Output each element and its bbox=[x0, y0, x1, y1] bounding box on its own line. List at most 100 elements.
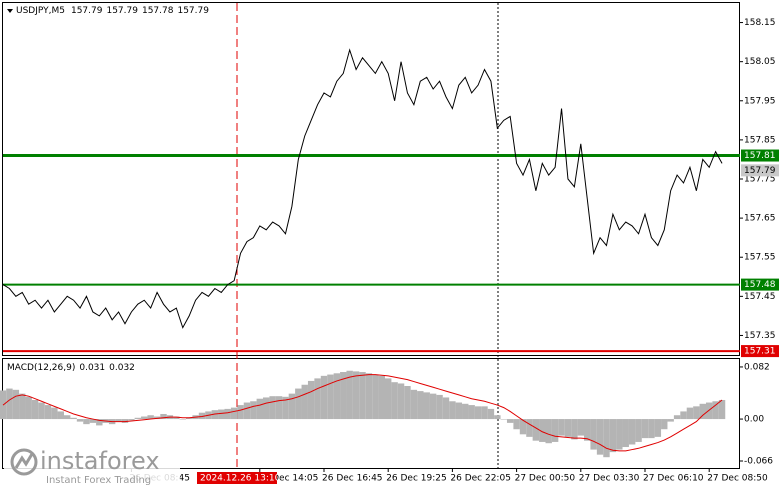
macd-bar bbox=[295, 388, 302, 420]
macd-bar bbox=[372, 374, 379, 420]
macd-bar bbox=[314, 378, 321, 420]
macd-bar bbox=[526, 419, 533, 437]
macd-bar bbox=[680, 411, 687, 420]
x-tick-label: 26 Dec 14:05 bbox=[258, 474, 319, 484]
high: 157.79 bbox=[106, 6, 138, 16]
macd-bar bbox=[609, 419, 617, 453]
macd-bar bbox=[70, 417, 77, 420]
macd-bar bbox=[346, 370, 353, 420]
x-tick-label: 26 Dec 16:45 bbox=[322, 474, 383, 484]
y-tick-label: 158.05 bbox=[744, 57, 776, 67]
macd-bar bbox=[76, 419, 84, 422]
macd-bar bbox=[320, 375, 328, 420]
logo-icon bbox=[10, 448, 38, 476]
macd-bar bbox=[153, 416, 161, 420]
logo: instaforex Instant Forex Trading bbox=[4, 444, 180, 486]
x-tick-label: 27 Dec 03:30 bbox=[579, 474, 640, 484]
macd-bar bbox=[410, 389, 418, 420]
level-label: 157.48 bbox=[744, 280, 776, 290]
macd-bar bbox=[269, 396, 276, 420]
macd-bar bbox=[96, 419, 103, 426]
macd-bar bbox=[718, 399, 726, 420]
macd-bar bbox=[378, 375, 385, 420]
level-tag bbox=[741, 149, 779, 162]
y-tick-label: 157.95 bbox=[744, 96, 776, 106]
macd-bar bbox=[250, 401, 257, 420]
level-tag bbox=[741, 278, 779, 291]
x-tick-label: 26 Dec 22:05 bbox=[450, 474, 511, 484]
open: 157.79 bbox=[71, 6, 103, 16]
macd-bar bbox=[397, 383, 405, 420]
macd-bar bbox=[481, 406, 488, 420]
price-header: USDJPY,M5 157.79 157.79 157.78 157.79 bbox=[16, 6, 209, 16]
macd-bar bbox=[19, 393, 26, 420]
macd-bar bbox=[712, 401, 719, 420]
macd-bar bbox=[160, 413, 167, 420]
macd-bar bbox=[333, 373, 341, 420]
y-tick-label: 0.00 bbox=[744, 415, 764, 425]
macd-bar bbox=[83, 419, 90, 425]
y-tick-label: 157.75 bbox=[744, 175, 776, 185]
macd-header: MACD(12,26,9) 0.031 0.032 bbox=[7, 363, 135, 373]
macd-bar bbox=[25, 396, 32, 420]
macd-bar bbox=[532, 419, 540, 441]
macd-bar bbox=[628, 419, 636, 445]
macd-bar bbox=[551, 419, 559, 442]
macd-bar bbox=[384, 378, 392, 420]
price-frame bbox=[2, 2, 740, 356]
macd-bar bbox=[423, 392, 430, 420]
macd-reading: 0.031 bbox=[79, 363, 105, 373]
plot: 158.15 158.05 157.95 157.85 157.75 157.65 157.… bbox=[0, 3, 779, 484]
macd-bar bbox=[584, 419, 591, 441]
macd-bar bbox=[571, 419, 578, 440]
signal-line bbox=[2, 374, 723, 452]
macd-bar bbox=[365, 373, 373, 420]
logo-tagline: Instant Forex Trading bbox=[46, 475, 151, 486]
macd-bar bbox=[224, 408, 231, 420]
macd-bar bbox=[179, 419, 186, 420]
macd-bar bbox=[577, 419, 585, 436]
macd-bar bbox=[198, 412, 206, 420]
menu-arrow bbox=[7, 9, 13, 13]
macd-bar bbox=[442, 397, 450, 420]
macd-bar bbox=[141, 416, 148, 420]
macd-bar bbox=[275, 396, 283, 420]
macd-bar bbox=[12, 389, 20, 420]
macd-bar bbox=[243, 402, 251, 420]
macd-bar bbox=[63, 415, 71, 420]
y-tick-label: 158.15 bbox=[744, 18, 776, 28]
y-tick-label: 157.45 bbox=[744, 292, 776, 302]
macd-bar bbox=[635, 419, 642, 442]
macd-bar bbox=[89, 419, 97, 423]
macd-bar bbox=[603, 419, 610, 458]
y-tick-label: 0.082 bbox=[744, 362, 770, 372]
signal-reading: 0.032 bbox=[109, 363, 135, 373]
macd-bar bbox=[506, 419, 514, 423]
macd-bar bbox=[455, 402, 463, 420]
macd-bar bbox=[596, 419, 604, 455]
logo-icon-arrow bbox=[14, 453, 34, 469]
macd-bar bbox=[51, 407, 58, 420]
macd-bar bbox=[44, 405, 52, 420]
macd-bar bbox=[115, 419, 122, 422]
macd-bar bbox=[590, 419, 597, 450]
x-tick-label: 27 Dec 08:50 bbox=[707, 474, 768, 484]
macd-bar bbox=[57, 411, 64, 420]
macd-bar bbox=[230, 407, 238, 420]
macd-bar bbox=[38, 402, 45, 420]
logo-text: instaforex bbox=[40, 447, 160, 475]
macd-bar bbox=[661, 419, 668, 430]
macd-bar bbox=[211, 410, 219, 420]
macd-bar bbox=[667, 419, 674, 422]
price-line bbox=[2, 48, 723, 329]
macd-bar bbox=[147, 415, 154, 420]
macd-bar bbox=[391, 382, 398, 420]
macd-bar bbox=[500, 419, 507, 420]
macd-bar bbox=[487, 408, 495, 420]
macd-bar bbox=[307, 380, 315, 420]
macd-bar bbox=[468, 405, 475, 420]
y-tick-label: 157.35 bbox=[744, 331, 776, 341]
macd-bar bbox=[263, 397, 270, 420]
macd-bar bbox=[616, 419, 623, 450]
